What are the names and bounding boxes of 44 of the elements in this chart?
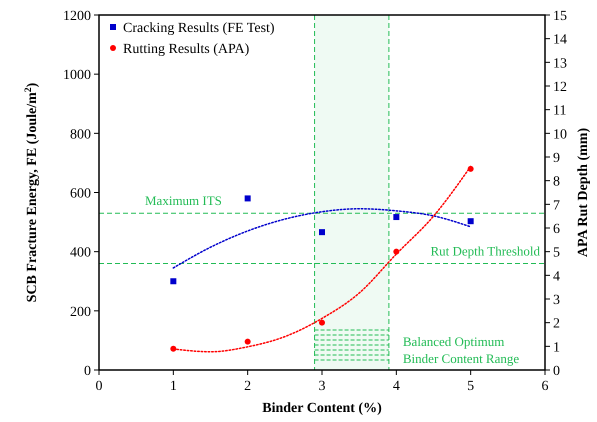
x-tick-label: 6	[542, 379, 548, 394]
y2-tick-label: 12	[553, 80, 567, 95]
ref-line-label: Maximum ITS	[145, 193, 222, 208]
y-tick-label: 400	[70, 246, 91, 261]
y2-tick-label: 1	[553, 340, 560, 356]
point	[244, 338, 251, 345]
y-tick-label: 0	[84, 364, 91, 379]
y2-tick-label: 15	[553, 9, 567, 24]
y-tick-label: 1200	[63, 9, 91, 24]
y2-tick-label: 10	[553, 127, 567, 142]
y2-tick-label: 6	[553, 222, 560, 237]
ref-line-label: Rut Depth Threshold	[430, 244, 540, 258]
y2-tick-label: 14	[553, 32, 567, 48]
y2-tick-label: 13	[553, 56, 567, 72]
x-tick-label: 0	[96, 379, 102, 394]
x-tick-label: 3	[318, 379, 326, 394]
y2-axis-title: APA Rut Depth (mm)	[576, 128, 591, 258]
y2-tick-label: 8	[553, 174, 560, 190]
y-tick-label: 1000	[63, 68, 91, 84]
x-tick-label: 4	[392, 379, 400, 394]
y-tick-label: 200	[70, 304, 91, 320]
point	[170, 278, 176, 284]
band-label: Balanced Optimum Binder Content Range	[402, 334, 520, 366]
point	[393, 214, 400, 220]
point	[468, 218, 474, 224]
point	[244, 195, 251, 202]
y-tick-label: 800	[70, 127, 91, 142]
y2-tick-label: 3	[553, 293, 560, 308]
legend-label: Rutting Results (APA)	[123, 42, 250, 57]
x-tick-label: 1	[170, 379, 177, 394]
y2-tick-label: 4	[553, 269, 560, 284]
x-axis-title: Binder Content (%)	[262, 401, 382, 416]
point	[319, 229, 325, 236]
y2-tick-label: 9	[553, 151, 560, 166]
x-tick-label: 5	[467, 379, 474, 394]
y2-tick-label: 7	[553, 198, 560, 214]
legend-label: Cracking Results (FE Test)	[123, 21, 275, 36]
y2-tick-label: 0	[553, 364, 560, 379]
x-tick-label: 2	[244, 379, 252, 394]
point	[319, 320, 325, 326]
y2-tick-label: 2	[553, 316, 560, 332]
y2-tick-label: 5	[553, 246, 560, 261]
y-tick-label: 600	[70, 186, 91, 202]
y2-tick-label: 11	[553, 104, 566, 119]
